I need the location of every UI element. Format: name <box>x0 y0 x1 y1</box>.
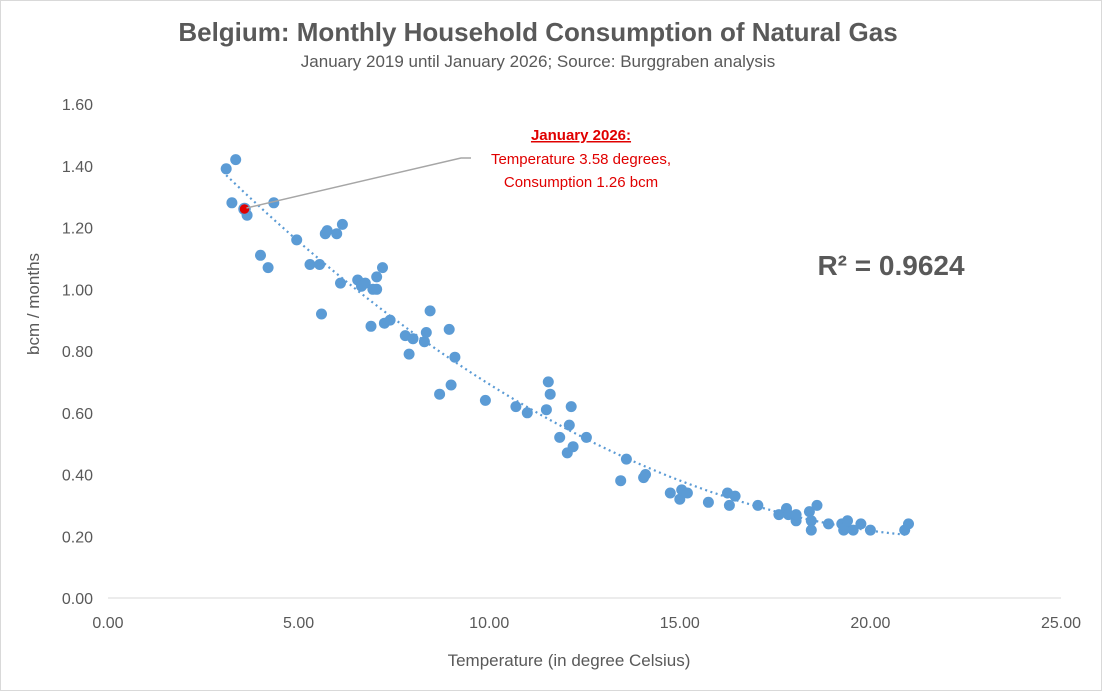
data-point <box>230 154 242 166</box>
y-tick-label: 1.00 <box>62 282 93 299</box>
data-point <box>540 404 552 416</box>
data-point <box>803 506 815 518</box>
data-point <box>371 271 383 283</box>
data-point <box>567 441 579 453</box>
data-point <box>365 320 377 332</box>
data-point <box>790 509 802 521</box>
annotation-temperature: Temperature 3.58 degrees, <box>491 151 671 168</box>
y-tick-label: 0.60 <box>62 406 93 423</box>
data-point <box>220 163 232 175</box>
x-tick-label: 15.00 <box>660 615 700 632</box>
data-point <box>805 515 817 527</box>
data-point <box>542 376 554 388</box>
data-point <box>664 487 676 499</box>
data-point <box>335 277 346 289</box>
y-tick-label: 0.00 <box>62 591 93 608</box>
data-point <box>521 407 533 419</box>
data-points <box>220 154 914 536</box>
data-point <box>847 524 859 536</box>
data-point <box>226 197 238 209</box>
y-tick-label: 0.40 <box>62 468 93 485</box>
data-point <box>702 496 714 508</box>
data-point <box>434 388 446 400</box>
data-point <box>449 351 461 363</box>
data-point <box>291 234 303 246</box>
highlighted-data-point <box>238 202 251 216</box>
annotation-leader-line <box>246 157 471 209</box>
data-point <box>371 283 383 295</box>
data-point <box>407 333 419 345</box>
y-axis-label: bcm / months <box>24 253 43 355</box>
data-point <box>424 305 436 317</box>
chart-title: Belgium: Monthly Household Consumption o… <box>178 17 897 47</box>
r-squared-label: R² = 0.9624 <box>817 250 965 281</box>
data-point <box>445 379 457 391</box>
x-axis-label: Temperature (in degree Celsius) <box>448 651 691 670</box>
data-point <box>723 499 735 511</box>
data-point <box>864 524 876 536</box>
data-point <box>304 259 316 270</box>
data-point <box>443 323 455 335</box>
data-point <box>384 314 396 326</box>
data-point <box>823 518 834 530</box>
data-point <box>554 431 566 443</box>
x-tick-label: 20.00 <box>850 615 890 632</box>
y-tick-label: 0.80 <box>62 344 93 361</box>
data-point <box>681 487 693 499</box>
x-tick-label: 10.00 <box>469 615 509 632</box>
data-point <box>268 197 280 209</box>
x-tick-label: 5.00 <box>283 615 314 632</box>
data-point <box>331 228 343 240</box>
data-point <box>615 475 627 487</box>
data-point <box>314 259 326 270</box>
data-point <box>316 308 327 320</box>
x-axis-ticks: 0.00 5.00 10.00 15.00 20.00 25.00 <box>92 615 1081 632</box>
x-tick-label: 25.00 <box>1041 615 1081 632</box>
data-point <box>773 509 785 521</box>
data-point <box>479 394 491 406</box>
data-point <box>262 262 274 274</box>
data-point <box>544 388 556 400</box>
annotation-consumption: Consumption 1.26 bcm <box>504 174 658 191</box>
y-tick-label: 0.20 <box>62 529 93 546</box>
data-point <box>403 348 415 360</box>
data-point <box>782 509 794 521</box>
data-point <box>321 225 333 237</box>
data-point <box>377 262 388 274</box>
data-point <box>855 518 867 530</box>
data-point <box>811 499 823 511</box>
data-point <box>563 419 575 431</box>
y-tick-label: 1.60 <box>62 97 93 114</box>
data-point <box>420 327 432 338</box>
data-point <box>336 218 348 230</box>
data-point <box>510 401 522 413</box>
data-point <box>674 493 686 505</box>
data-point <box>842 515 853 527</box>
data-point <box>640 469 651 480</box>
x-tick-label: 0.00 <box>92 615 123 632</box>
y-tick-label: 1.40 <box>62 159 93 176</box>
data-point <box>565 401 577 413</box>
data-point <box>580 431 592 443</box>
y-axis-ticks: 0.00 0.20 0.40 0.60 0.80 1.00 1.20 1.40 1.60 <box>62 97 93 608</box>
data-point <box>805 524 817 536</box>
y-tick-label: 1.20 <box>62 221 93 238</box>
annotation-heading: January 2026: <box>531 127 631 144</box>
data-point <box>903 518 914 530</box>
data-point <box>752 499 764 511</box>
chart-subtitle: January 2019 until January 2026; Source:… <box>301 52 775 71</box>
data-point <box>729 490 741 502</box>
data-point <box>418 336 430 348</box>
data-point <box>620 453 632 465</box>
data-point <box>255 249 266 261</box>
data-point <box>359 277 371 289</box>
